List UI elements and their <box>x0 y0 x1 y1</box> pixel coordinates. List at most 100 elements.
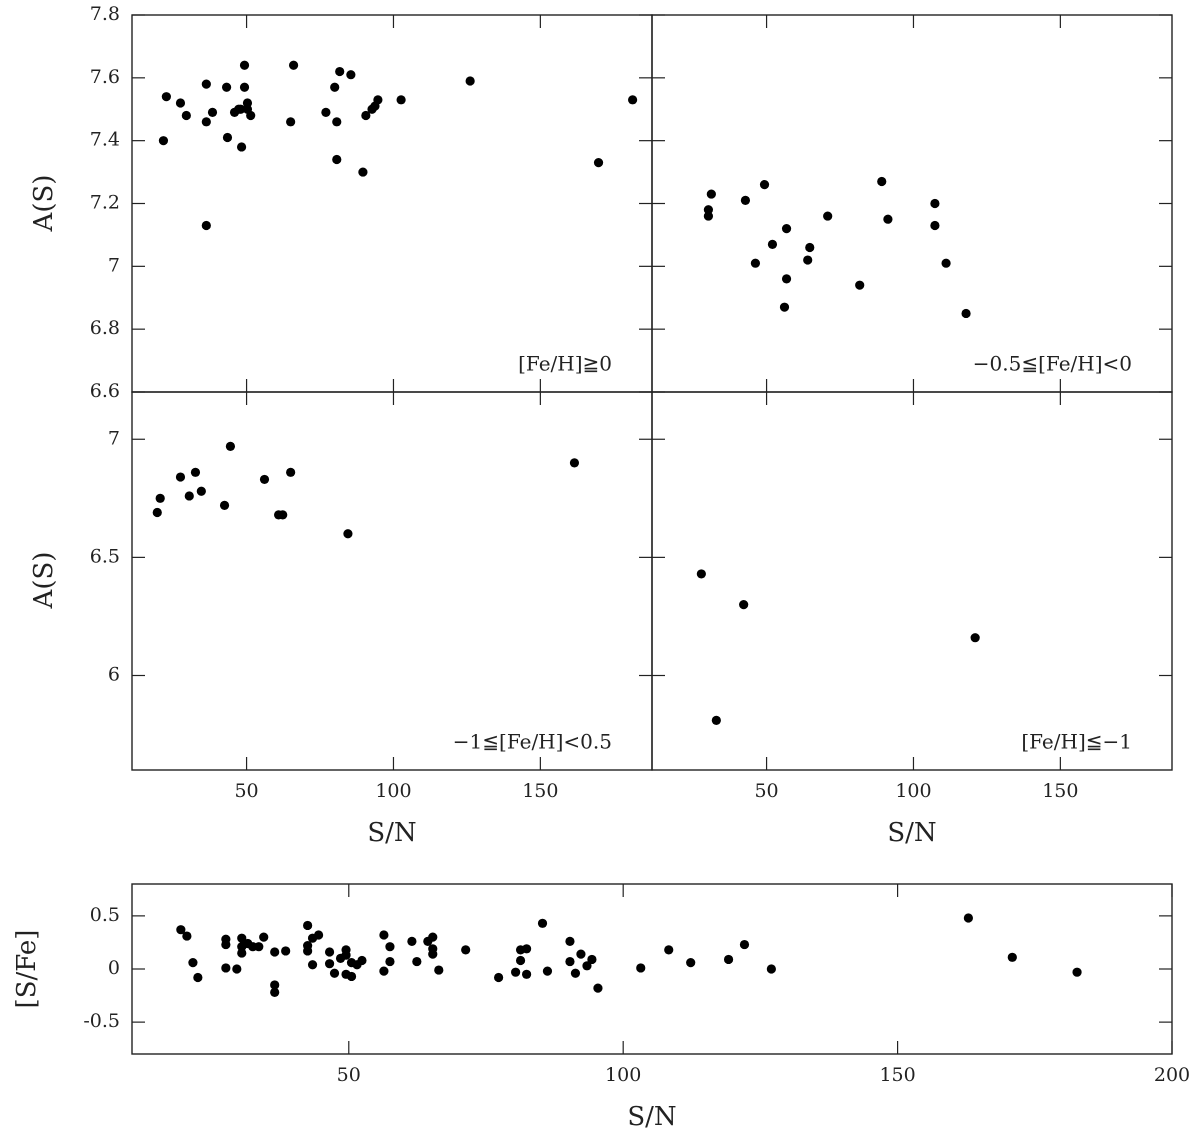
point <box>970 633 980 643</box>
point <box>883 214 893 224</box>
point <box>281 946 291 956</box>
point <box>239 60 250 70</box>
point <box>286 467 296 477</box>
point <box>182 931 192 941</box>
point <box>385 956 395 967</box>
point <box>341 950 351 960</box>
point <box>175 472 186 482</box>
point <box>434 965 444 975</box>
point <box>332 117 342 127</box>
point <box>779 302 790 312</box>
point <box>161 92 171 102</box>
y-tick-label: 0 <box>108 957 120 979</box>
point <box>188 958 198 968</box>
point <box>321 107 331 117</box>
y-tick-label: 7 <box>108 254 120 276</box>
point <box>515 955 526 966</box>
point <box>288 60 299 70</box>
point <box>346 971 357 982</box>
y-tick-label: 6 <box>108 664 120 686</box>
y-tick-label: 7.6 <box>90 66 120 88</box>
point <box>963 913 973 923</box>
x-tick-label: 100 <box>605 1064 641 1086</box>
point <box>270 980 280 990</box>
point <box>236 104 246 114</box>
x-axis-label: S/N <box>627 1102 676 1132</box>
point <box>593 983 603 993</box>
point <box>803 255 813 265</box>
y-tick-label: 7.2 <box>90 192 120 214</box>
point <box>428 932 438 942</box>
panel-frame <box>651 391 1173 771</box>
point <box>593 158 604 168</box>
x-tick-label: 100 <box>895 780 931 802</box>
panel-annotation: [Fe/H]≧0 <box>518 352 612 376</box>
point <box>703 211 714 221</box>
panel-frame <box>131 391 653 771</box>
point <box>1007 952 1017 962</box>
y-tick-label: 7.4 <box>90 129 120 151</box>
point <box>521 969 532 979</box>
point <box>565 956 575 967</box>
x-tick-label: 100 <box>375 780 411 802</box>
point <box>357 955 367 966</box>
point <box>158 136 169 146</box>
point <box>706 189 716 199</box>
point <box>270 947 280 957</box>
y-tick-label: 7 <box>108 427 120 449</box>
point <box>152 507 162 518</box>
point <box>407 936 417 946</box>
panel-annotation: −0.5≦[Fe/H]<0 <box>973 352 1132 376</box>
y-tick-label: 6.5 <box>90 545 120 567</box>
point <box>739 939 750 950</box>
panel-frame <box>651 14 1173 393</box>
point <box>582 961 592 971</box>
point <box>270 987 280 997</box>
x-tick-label: 150 <box>522 780 558 802</box>
point <box>855 280 865 290</box>
point <box>175 98 186 108</box>
point <box>246 110 256 121</box>
point <box>412 956 422 967</box>
point <box>225 441 236 451</box>
point <box>740 195 751 205</box>
y-tick-label: 0.5 <box>90 904 120 926</box>
y-tick-label: -0.5 <box>83 1010 120 1032</box>
point <box>465 76 475 86</box>
point <box>236 142 247 152</box>
point <box>930 220 940 231</box>
point <box>711 715 721 725</box>
x-tick-label: 200 <box>1154 1064 1190 1086</box>
point <box>324 959 335 969</box>
point <box>237 933 247 943</box>
point <box>428 949 438 959</box>
point <box>759 180 770 190</box>
x-tick-label: 50 <box>754 780 778 802</box>
point <box>329 968 340 978</box>
point <box>239 82 250 92</box>
point <box>396 95 406 105</box>
point <box>570 968 581 978</box>
point <box>542 966 553 976</box>
y-tick-label: 6.6 <box>90 380 120 402</box>
point <box>181 110 191 121</box>
point <box>222 132 233 143</box>
point <box>576 949 586 959</box>
point <box>303 920 313 931</box>
point <box>930 198 940 209</box>
point <box>332 154 342 165</box>
point <box>781 224 792 234</box>
x-tick-label: 150 <box>1042 780 1078 802</box>
point <box>823 211 833 221</box>
point <box>373 95 383 105</box>
point <box>723 954 734 965</box>
x-axis-label: S/N <box>367 818 416 848</box>
point <box>343 529 353 539</box>
x-tick-label: 50 <box>234 780 258 802</box>
point <box>286 117 296 127</box>
point <box>259 932 269 942</box>
panel-annotation: −1≦[Fe/H]<0.5 <box>453 730 612 754</box>
point <box>201 79 211 89</box>
point <box>155 493 165 503</box>
